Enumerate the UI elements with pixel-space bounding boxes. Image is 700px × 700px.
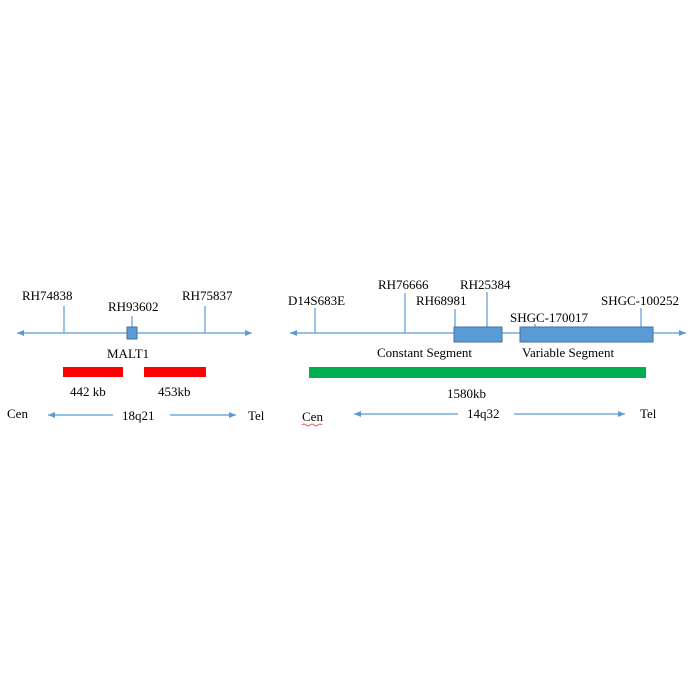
probe-bar bbox=[144, 367, 206, 377]
segment-label: 442 kb bbox=[70, 384, 106, 399]
gene-box bbox=[126, 326, 138, 340]
left-panel: RH74838 RH93602 RH75837 MALT1 442 kb 453… bbox=[7, 288, 265, 423]
cen-label: Cen bbox=[7, 406, 28, 421]
marker-label: SHGC-170017 bbox=[510, 310, 589, 325]
marker-label: SHGC-100252 bbox=[601, 293, 679, 308]
tel-label: Tel bbox=[248, 408, 265, 423]
variable-label: Variable Segment bbox=[522, 345, 614, 360]
marker-label: RH74838 bbox=[22, 288, 73, 303]
spell-underline bbox=[301, 423, 323, 427]
marker-label: RH68981 bbox=[416, 293, 467, 308]
probe-bar bbox=[63, 367, 123, 377]
band-label: 14q32 bbox=[467, 406, 500, 421]
band-label: 18q21 bbox=[122, 408, 155, 423]
constant-box bbox=[453, 326, 503, 343]
right-panel: D14S683E RH76666 RH68981 RH25384 SHGC-17… bbox=[288, 277, 686, 427]
probe-bar bbox=[309, 367, 646, 378]
constant-label: Constant Segment bbox=[377, 345, 472, 360]
cen-label: Cen bbox=[302, 409, 323, 424]
marker-label: RH76666 bbox=[378, 277, 429, 292]
marker-label: RH93602 bbox=[108, 299, 159, 314]
marker-label: D14S683E bbox=[288, 293, 345, 308]
marker-label: RH75837 bbox=[182, 288, 233, 303]
tel-label: Tel bbox=[640, 406, 657, 421]
variable-box bbox=[519, 326, 654, 343]
marker-label: RH25384 bbox=[460, 277, 511, 292]
gene-label: MALT1 bbox=[107, 346, 149, 361]
segment-label: 1580kb bbox=[447, 386, 486, 401]
segment-label: 453kb bbox=[158, 384, 191, 399]
